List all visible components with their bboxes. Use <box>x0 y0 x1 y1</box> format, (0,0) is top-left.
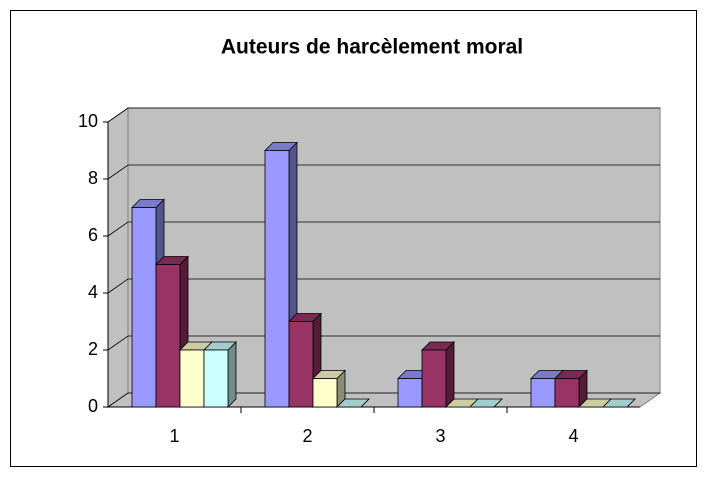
y-tick-label: 4 <box>88 282 98 302</box>
bar-front <box>312 378 338 408</box>
y-tick-label: 10 <box>78 111 98 131</box>
bar-front <box>397 378 423 408</box>
bar-side <box>227 341 237 408</box>
y-tick-label: 8 <box>88 168 98 188</box>
chart-title: Auteurs de harcèlement moral <box>221 36 523 59</box>
bar <box>469 398 503 408</box>
bar-side <box>445 341 455 408</box>
bar-front <box>288 321 314 408</box>
grid-line <box>107 164 660 180</box>
bar <box>203 341 237 408</box>
bar <box>421 341 455 408</box>
bar-front <box>554 378 580 408</box>
bar-front <box>421 349 447 408</box>
x-tick-label: 4 <box>568 426 578 446</box>
y-tick-label: 0 <box>88 396 98 416</box>
bar <box>602 398 636 408</box>
grid-line <box>107 221 660 237</box>
grid-line <box>107 107 660 123</box>
x-tick-label: 3 <box>435 426 445 446</box>
y-tick-label: 2 <box>88 339 98 359</box>
grid-line <box>107 392 660 408</box>
x-tick-label: 2 <box>302 426 312 446</box>
bar-front <box>203 349 229 408</box>
bar-top <box>602 398 636 408</box>
grid-line <box>107 335 660 351</box>
side-wall <box>107 107 129 408</box>
bar-front <box>155 264 181 408</box>
bar <box>288 312 322 408</box>
bar <box>312 369 346 408</box>
bar <box>336 398 370 408</box>
bar <box>554 369 588 408</box>
bar-top <box>336 398 370 408</box>
bar-front <box>179 349 205 408</box>
bar-top <box>469 398 503 408</box>
bar-front <box>264 150 290 408</box>
x-tick-label: 1 <box>169 426 179 446</box>
bar-front <box>131 207 157 408</box>
grid-line <box>107 278 660 294</box>
bar-front <box>530 378 556 408</box>
y-tick-label: 6 <box>88 225 98 245</box>
